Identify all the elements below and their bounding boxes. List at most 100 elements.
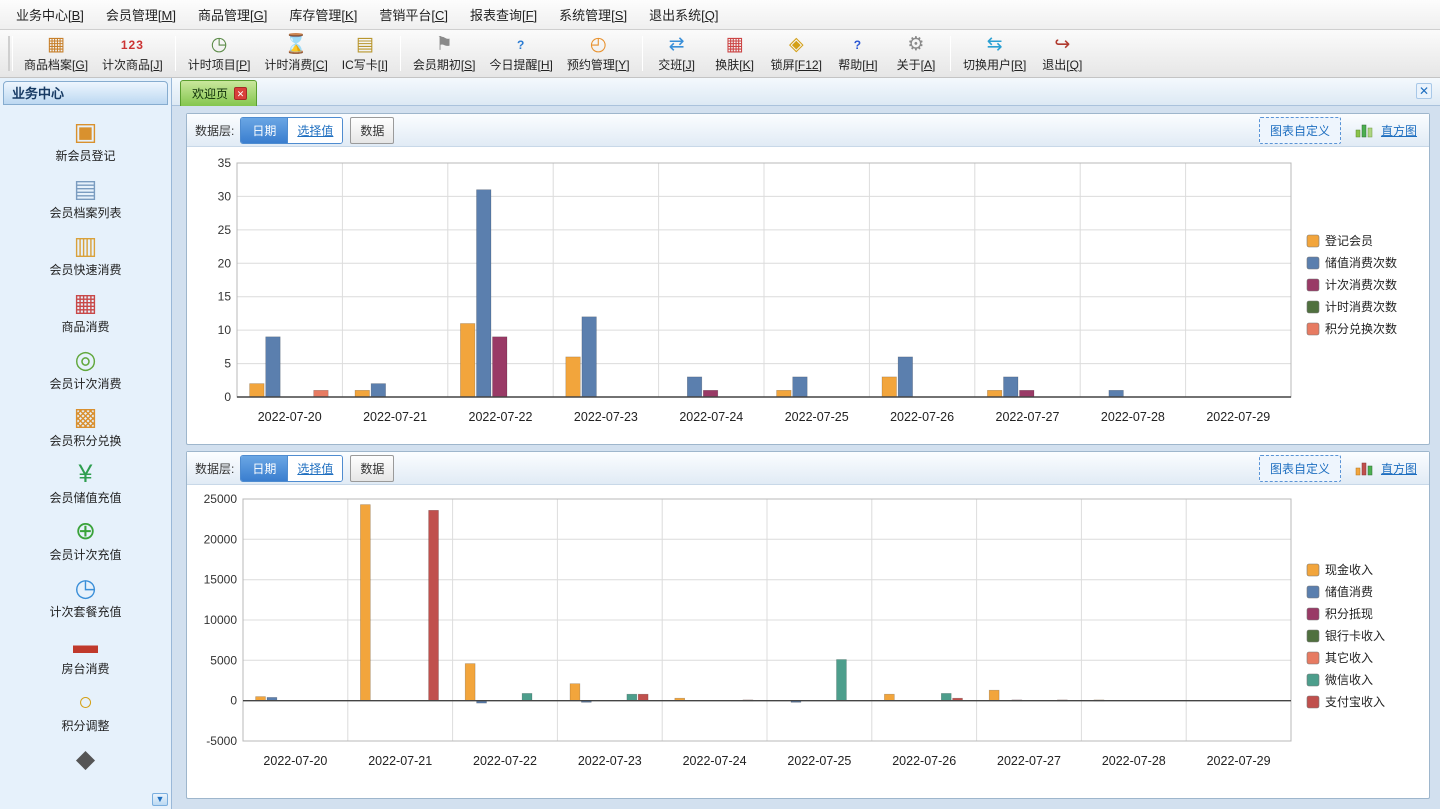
svg-text:15000: 15000 [204,573,238,587]
sidebar-item-2[interactable]: ▥ 会员快速消费 [0,227,171,284]
menu-item-1[interactable]: 会员管理[M] [105,8,177,23]
sidebar-item-11[interactable]: ◆ [0,740,171,780]
sidebar-item-6[interactable]: ¥ 会员储值充值 [0,455,171,512]
help-button[interactable]: ? 帮助[H] [829,32,887,75]
menu-item-0[interactable]: 业务中心[B] [16,8,84,23]
chart-customize-button[interactable]: 图表自定义 [1258,454,1341,482]
toolbar-item-label: 帮助[H] [838,58,878,72]
svg-text:2022-07-25: 2022-07-25 [787,754,851,768]
timed-consume-icon: ⌛ [284,34,308,55]
svg-text:30: 30 [218,189,232,203]
timer-project-button[interactable]: ◷ 计时项目[P] [181,32,258,75]
bar-chart-icon[interactable] [1355,122,1373,138]
histogram-link[interactable]: 直方图 [1380,461,1417,476]
today-reminder-icon: ? [517,38,526,52]
main-body: 业务中心 ▣ 新会员登记 ▤ 会员档案列表 ▥ 会员快速消费 ▦ 商品消费 ◎ 会员计次消费 ▩ 会员… [0,78,1440,809]
sidebar-item-1[interactable]: ▤ 会员档案列表 [0,170,171,227]
svg-text:2022-07-20: 2022-07-20 [263,754,327,768]
sidebar-item-3[interactable]: ▦ 商品消费 [0,284,171,341]
menu-item-7[interactable]: 退出系统[Q] [649,8,719,23]
help-icon: ? [853,38,863,52]
sidebar-item-0[interactable]: ▣ 新会员登记 [0,113,171,170]
toolbar-item-label: 关于[A] [896,58,936,72]
svg-text:其它收入: 其它收入 [1325,650,1373,665]
member-count-consume-icon: ◎ [74,346,97,374]
shift-change-icon: ⇄ [668,34,685,55]
menu-item-4[interactable]: 营销平台[C] [379,8,448,23]
toolbar-item-label: 交班[J] [658,58,695,72]
appointment-button[interactable]: ◴ 预约管理[Y] [560,32,637,75]
sidebar-item-label: 商品消费 [61,320,110,334]
svg-text:支付宝收入: 支付宝收入 [1325,695,1385,709]
skin-change-button[interactable]: ▦ 换肤[K] [706,32,764,75]
switch-user-icon: ⇆ [986,34,1003,55]
timed-consume-button[interactable]: ⌛ 计时消费[C] [257,32,334,75]
svg-text:-5000: -5000 [206,734,237,748]
data-button[interactable]: 数据 [350,116,395,144]
partial-item-icon: ◆ [75,745,96,773]
sidebar-item-label: 会员快速消费 [49,263,122,277]
sidebar-item-5[interactable]: ▩ 会员积分兑换 [0,398,171,455]
about-button[interactable]: ⚙ 关于[A] [887,32,945,75]
svg-text:计时消费次数: 计时消费次数 [1325,299,1397,314]
svg-text:0: 0 [224,390,231,404]
svg-text:微信收入: 微信收入 [1325,673,1373,687]
lock-screen-button[interactable]: ◈ 锁屏[F12] [764,32,829,75]
member-quick-consume-icon: ▥ [73,232,98,260]
menu-item-3[interactable]: 库存管理[K] [289,8,358,23]
svg-text:储值消费次数: 储值消费次数 [1325,255,1397,270]
select-value-button[interactable]: 选择值 [287,455,343,481]
chart-wrap: -5000 0 5000 10000 15000 20000 25000 2022-07-20… [191,487,1425,795]
svg-text:20: 20 [218,256,232,270]
svg-text:2022-07-23: 2022-07-23 [574,410,638,424]
sidebar-item-label: 房台消费 [61,662,110,676]
product-archive-button[interactable]: ▦ 商品档案[G] [17,32,95,75]
date-toggle-button[interactable]: 日期 [241,455,288,481]
svg-text:2022-07-21: 2022-07-21 [368,754,432,768]
svg-text:0: 0 [230,694,237,708]
sidebar-item-9[interactable]: ▬ 房台消费 [0,626,171,683]
sidebar-item-7[interactable]: ⊕ 会员计次充值 [0,512,171,569]
menu-item-6[interactable]: 系统管理[S] [559,8,628,23]
today-reminder-button[interactable]: ? 今日提醒[H] [483,32,560,75]
appointment-icon: ◴ [589,34,607,55]
svg-text:10: 10 [218,323,232,337]
select-value-button[interactable]: 选择值 [287,117,343,143]
chart-panel-income: 数据层: 日期 选择值 数据 图表自定义 [186,451,1430,799]
switch-user-button[interactable]: ⇆ 切换用户[R] [956,32,1033,75]
sidebar-scroll-down-button[interactable]: ▼ [152,793,168,806]
member-opening-button[interactable]: ⚑ 会员期初[S] [406,32,483,75]
count-product-button[interactable]: 123 计次商品[J] [95,32,170,75]
svg-text:2022-07-21: 2022-07-21 [363,410,427,424]
exit-button[interactable]: ↪ 退出[Q] [1033,32,1091,75]
toolbar-item-label: 换肤[K] [715,58,754,72]
sidebar-item-4[interactable]: ◎ 会员计次消费 [0,341,171,398]
tab-welcome[interactable]: 欢迎页 ✕ [180,80,258,106]
sidebar-item-8[interactable]: ◷ 计次套餐充值 [0,569,171,626]
date-toggle-button[interactable]: 日期 [241,117,288,143]
count-product-icon: 123 [120,38,144,52]
content-close-button[interactable]: ✕ [1416,83,1432,99]
menu-item-5[interactable]: 报表查询[F] [469,8,538,23]
menu-item-2[interactable]: 商品管理[G] [198,8,268,23]
product-archive-icon: ▦ [47,34,65,55]
timer-project-icon: ◷ [210,34,228,55]
tab-close-icon[interactable]: ✕ [234,87,248,100]
sidebar-item-label: 会员储值充值 [49,491,122,505]
toolbar-separator [949,36,951,71]
svg-text:2022-07-25: 2022-07-25 [785,410,849,424]
shift-change-button[interactable]: ⇄ 交班[J] [648,32,706,75]
data-layer-segmented-control: 日期 选择值 [240,454,344,482]
sidebar-item-10[interactable]: ○ 积分调整 [0,683,171,740]
histogram-link[interactable]: 直方图 [1380,123,1417,138]
bar-chart-icon[interactable] [1355,460,1373,476]
chart-customize-button[interactable]: 图表自定义 [1258,116,1341,144]
sidebar-title: 业务中心 [3,81,168,105]
data-layer-segmented-control: 日期 选择值 [240,116,344,144]
tab-label: 欢迎页 [192,87,229,101]
ic-card-write-button[interactable]: ▤ IC写卡[I] [335,32,395,75]
member-opening-icon: ⚑ [435,34,453,55]
svg-text:现金收入: 现金收入 [1325,562,1373,577]
data-button[interactable]: 数据 [350,454,395,482]
